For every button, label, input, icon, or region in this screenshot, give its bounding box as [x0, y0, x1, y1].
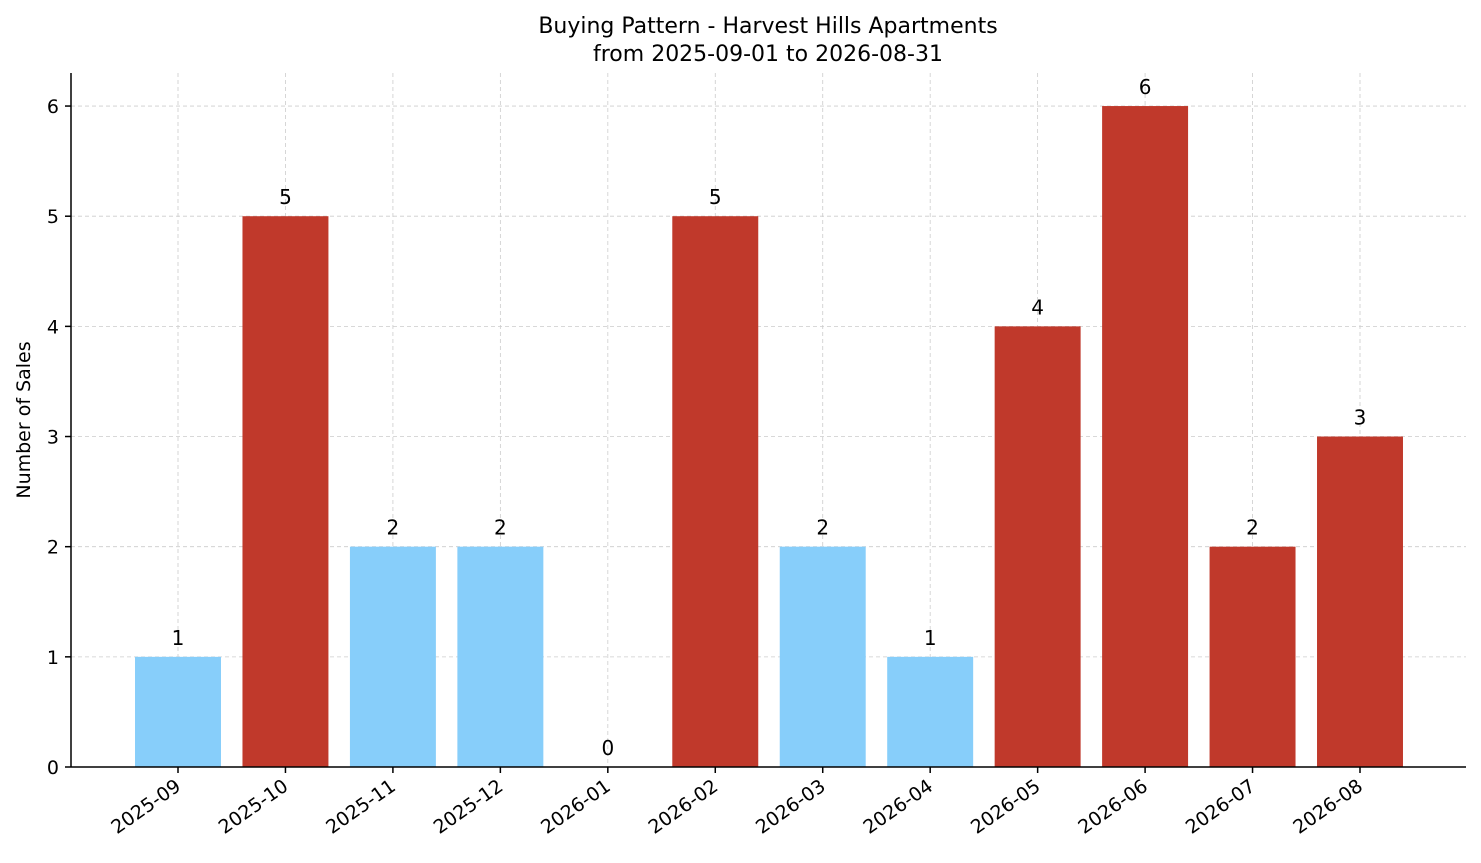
bar-value-label: 1 [924, 626, 937, 650]
bar-value-label: 2 [387, 516, 400, 540]
chart-subtitle: from 2025-09-01 to 2026-08-31 [593, 42, 943, 67]
x-tick-label: 2026-07 [1182, 775, 1260, 839]
bar [672, 216, 759, 767]
x-tick-label: 2026-06 [1074, 775, 1152, 839]
bar-value-label: 5 [279, 185, 292, 209]
bar [349, 546, 436, 767]
y-tick-label: 3 [47, 427, 59, 449]
y-tick-label: 2 [47, 537, 59, 559]
bar-value-label: 3 [1354, 406, 1367, 430]
x-tick-label: 2026-01 [537, 775, 615, 839]
x-tick-label: 2025-12 [430, 775, 508, 839]
bar [242, 216, 329, 767]
y-ticks-layer: 0 1 2 3 4 5 6 [47, 96, 71, 779]
chart-title: Buying Pattern - Harvest Hills Apartment… [538, 14, 997, 39]
data-labels-layer: 1 5 2 2 0 5 2 1 4 6 2 3 [172, 75, 1367, 760]
y-tick-label: 5 [47, 206, 59, 228]
x-tick-label: 2026-02 [644, 775, 722, 839]
x-tick-label: 2026-08 [1289, 775, 1367, 839]
bar [135, 656, 221, 767]
bar [1209, 546, 1296, 767]
x-tick-label: 2025-11 [322, 775, 400, 839]
y-tick-label: 0 [47, 757, 59, 779]
bar-value-label: 0 [601, 736, 614, 760]
y-tick-label: 6 [47, 96, 59, 118]
bar-value-label: 2 [816, 516, 829, 540]
axes-layer [70, 73, 1466, 768]
bars-layer [135, 106, 1403, 768]
bar-value-label: 2 [1246, 516, 1259, 540]
bar-value-label: 5 [709, 185, 722, 209]
bar-value-label: 1 [172, 626, 185, 650]
bar-value-label: 4 [1031, 295, 1044, 319]
x-tick-label: 2025-10 [215, 775, 293, 839]
y-tick-label: 1 [47, 647, 59, 669]
x-tick-label: 2026-05 [967, 775, 1045, 839]
bar [779, 546, 866, 767]
bar-value-label: 2 [494, 516, 507, 540]
bar [1102, 106, 1189, 768]
x-ticks-layer: 2025-09 2025-10 2025-11 2025-12 2026-01 2026-… [107, 767, 1367, 839]
x-tick-label: 2026-03 [752, 775, 830, 839]
x-tick-label: 2025-09 [107, 775, 185, 839]
bar [994, 326, 1081, 767]
y-tick-label: 4 [47, 316, 59, 338]
x-tick-label: 2026-04 [859, 775, 937, 839]
bar-value-label: 6 [1139, 75, 1152, 99]
bar [887, 656, 974, 767]
bar [457, 546, 544, 767]
bar [1317, 436, 1403, 767]
y-axis-label: Number of Sales [13, 341, 35, 498]
